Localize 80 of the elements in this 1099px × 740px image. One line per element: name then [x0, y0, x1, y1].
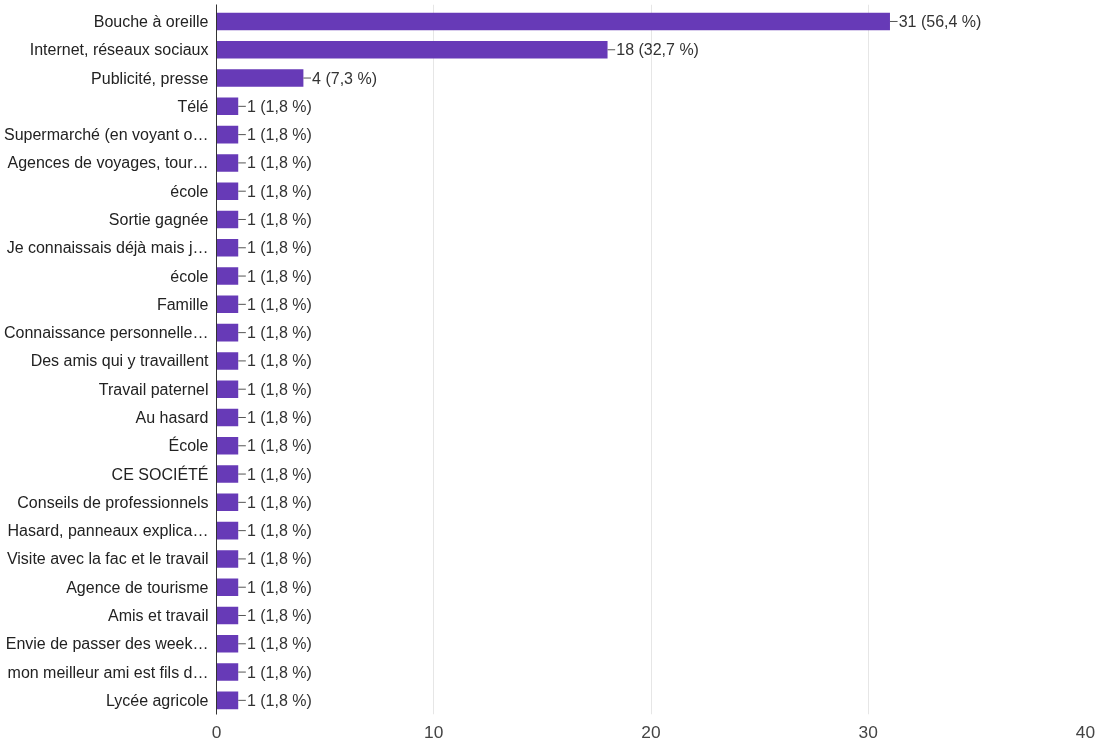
- data-label: 1 (1,8 %): [246, 691, 312, 709]
- y-tick-label: Publicité, presse: [91, 69, 209, 87]
- bar: [216, 125, 239, 144]
- data-label: 18 (32,7 %): [616, 41, 699, 59]
- bar: [216, 663, 239, 681]
- data-label: 1 (1,8 %): [246, 408, 312, 426]
- data-label: 1 (1,8 %): [246, 97, 312, 115]
- y-tick-label: Je connaissais déjà mais j…: [6, 239, 209, 257]
- y-tick-label: École: [168, 436, 209, 455]
- bar: [216, 635, 239, 653]
- bar: [216, 691, 239, 710]
- bar: [216, 408, 239, 427]
- data-label: 1 (1,8 %): [246, 295, 312, 313]
- data-label: 1 (1,8 %): [246, 550, 312, 568]
- bar: [216, 465, 239, 483]
- y-tick-label: école: [170, 182, 209, 200]
- data-label: 1 (1,8 %): [246, 465, 312, 483]
- bar: [216, 578, 239, 596]
- x-tick-label: 20: [641, 721, 661, 740]
- bar: [216, 550, 239, 568]
- data-label: 1 (1,8 %): [246, 437, 312, 455]
- x-tick-label: 0: [211, 721, 222, 740]
- data-label: 4 (7,3 %): [312, 69, 378, 87]
- data-label: 1 (1,8 %): [246, 663, 312, 681]
- x-tick-label: 30: [858, 721, 878, 740]
- data-label: 1 (1,8 %): [246, 352, 312, 370]
- y-tick-label: Travail paternel: [98, 380, 209, 398]
- data-label: 1 (1,8 %): [246, 380, 312, 398]
- bar: [216, 154, 239, 172]
- y-tick-label: Agences de voyages, tour…: [7, 154, 209, 172]
- y-tick-label: Bouche à oreille: [93, 12, 209, 30]
- y-tick-label: Au hasard: [135, 408, 209, 426]
- bar: [216, 295, 239, 314]
- x-tick-label: 10: [424, 721, 444, 740]
- y-tick-label: école: [170, 267, 209, 285]
- data-label: 1 (1,8 %): [246, 607, 312, 624]
- bar: [216, 521, 239, 540]
- bar: [216, 182, 239, 200]
- data-label: 31 (56,4 %): [898, 12, 982, 30]
- data-label: 1 (1,8 %): [246, 522, 312, 540]
- y-tick-label: Conseils de professionnels: [17, 493, 209, 511]
- bar: [216, 267, 239, 285]
- bar: [216, 606, 239, 625]
- y-tick-label: Visite avec la fac et le travail: [6, 550, 209, 568]
- bar: [216, 239, 239, 257]
- y-tick-label: Télé: [177, 97, 209, 115]
- data-label: 1 (1,8 %): [246, 182, 312, 200]
- bar: [216, 12, 890, 31]
- bar: [216, 352, 239, 370]
- bar: [216, 380, 239, 398]
- bar: [216, 97, 239, 116]
- y-tick-label: Envie de passer des week…: [5, 635, 209, 653]
- y-tick-label: mon meilleur ami est fils d…: [7, 663, 209, 681]
- data-label: 1 (1,8 %): [246, 154, 312, 172]
- data-label: 1 (1,8 %): [246, 239, 312, 257]
- data-label: 1 (1,8 %): [246, 210, 312, 228]
- y-tick-label: Supermarché (en voyant o…: [3, 126, 209, 144]
- bar: [216, 210, 239, 229]
- y-tick-label: CE SOCIÉTÉ: [111, 464, 209, 483]
- y-tick-label: Amis et travail: [108, 607, 209, 624]
- bar: [216, 323, 239, 342]
- data-label: 1 (1,8 %): [246, 578, 312, 596]
- data-label: 1 (1,8 %): [246, 493, 312, 511]
- bar: [216, 40, 608, 59]
- y-tick-label: Internet, réseaux sociaux: [29, 41, 209, 59]
- bar: [216, 69, 304, 87]
- x-tick-label: 40: [1075, 721, 1096, 740]
- y-tick-label: Sortie gagnée: [108, 210, 209, 228]
- y-tick-label: Famille: [156, 295, 209, 313]
- data-label: 1 (1,8 %): [246, 126, 312, 144]
- y-tick-label: Connaissance personnelle…: [3, 324, 209, 342]
- y-tick-label: Lycée agricole: [105, 691, 209, 709]
- bar: [216, 437, 239, 455]
- y-tick-label: Agence de tourisme: [66, 578, 209, 596]
- y-tick-label: Des amis qui y travaillent: [30, 352, 210, 370]
- data-label: 1 (1,8 %): [246, 267, 312, 285]
- y-tick-label: Hasard, panneaux explica…: [7, 522, 209, 540]
- data-label: 1 (1,8 %): [246, 324, 312, 342]
- data-label: 1 (1,8 %): [246, 635, 312, 653]
- bar: [216, 493, 239, 512]
